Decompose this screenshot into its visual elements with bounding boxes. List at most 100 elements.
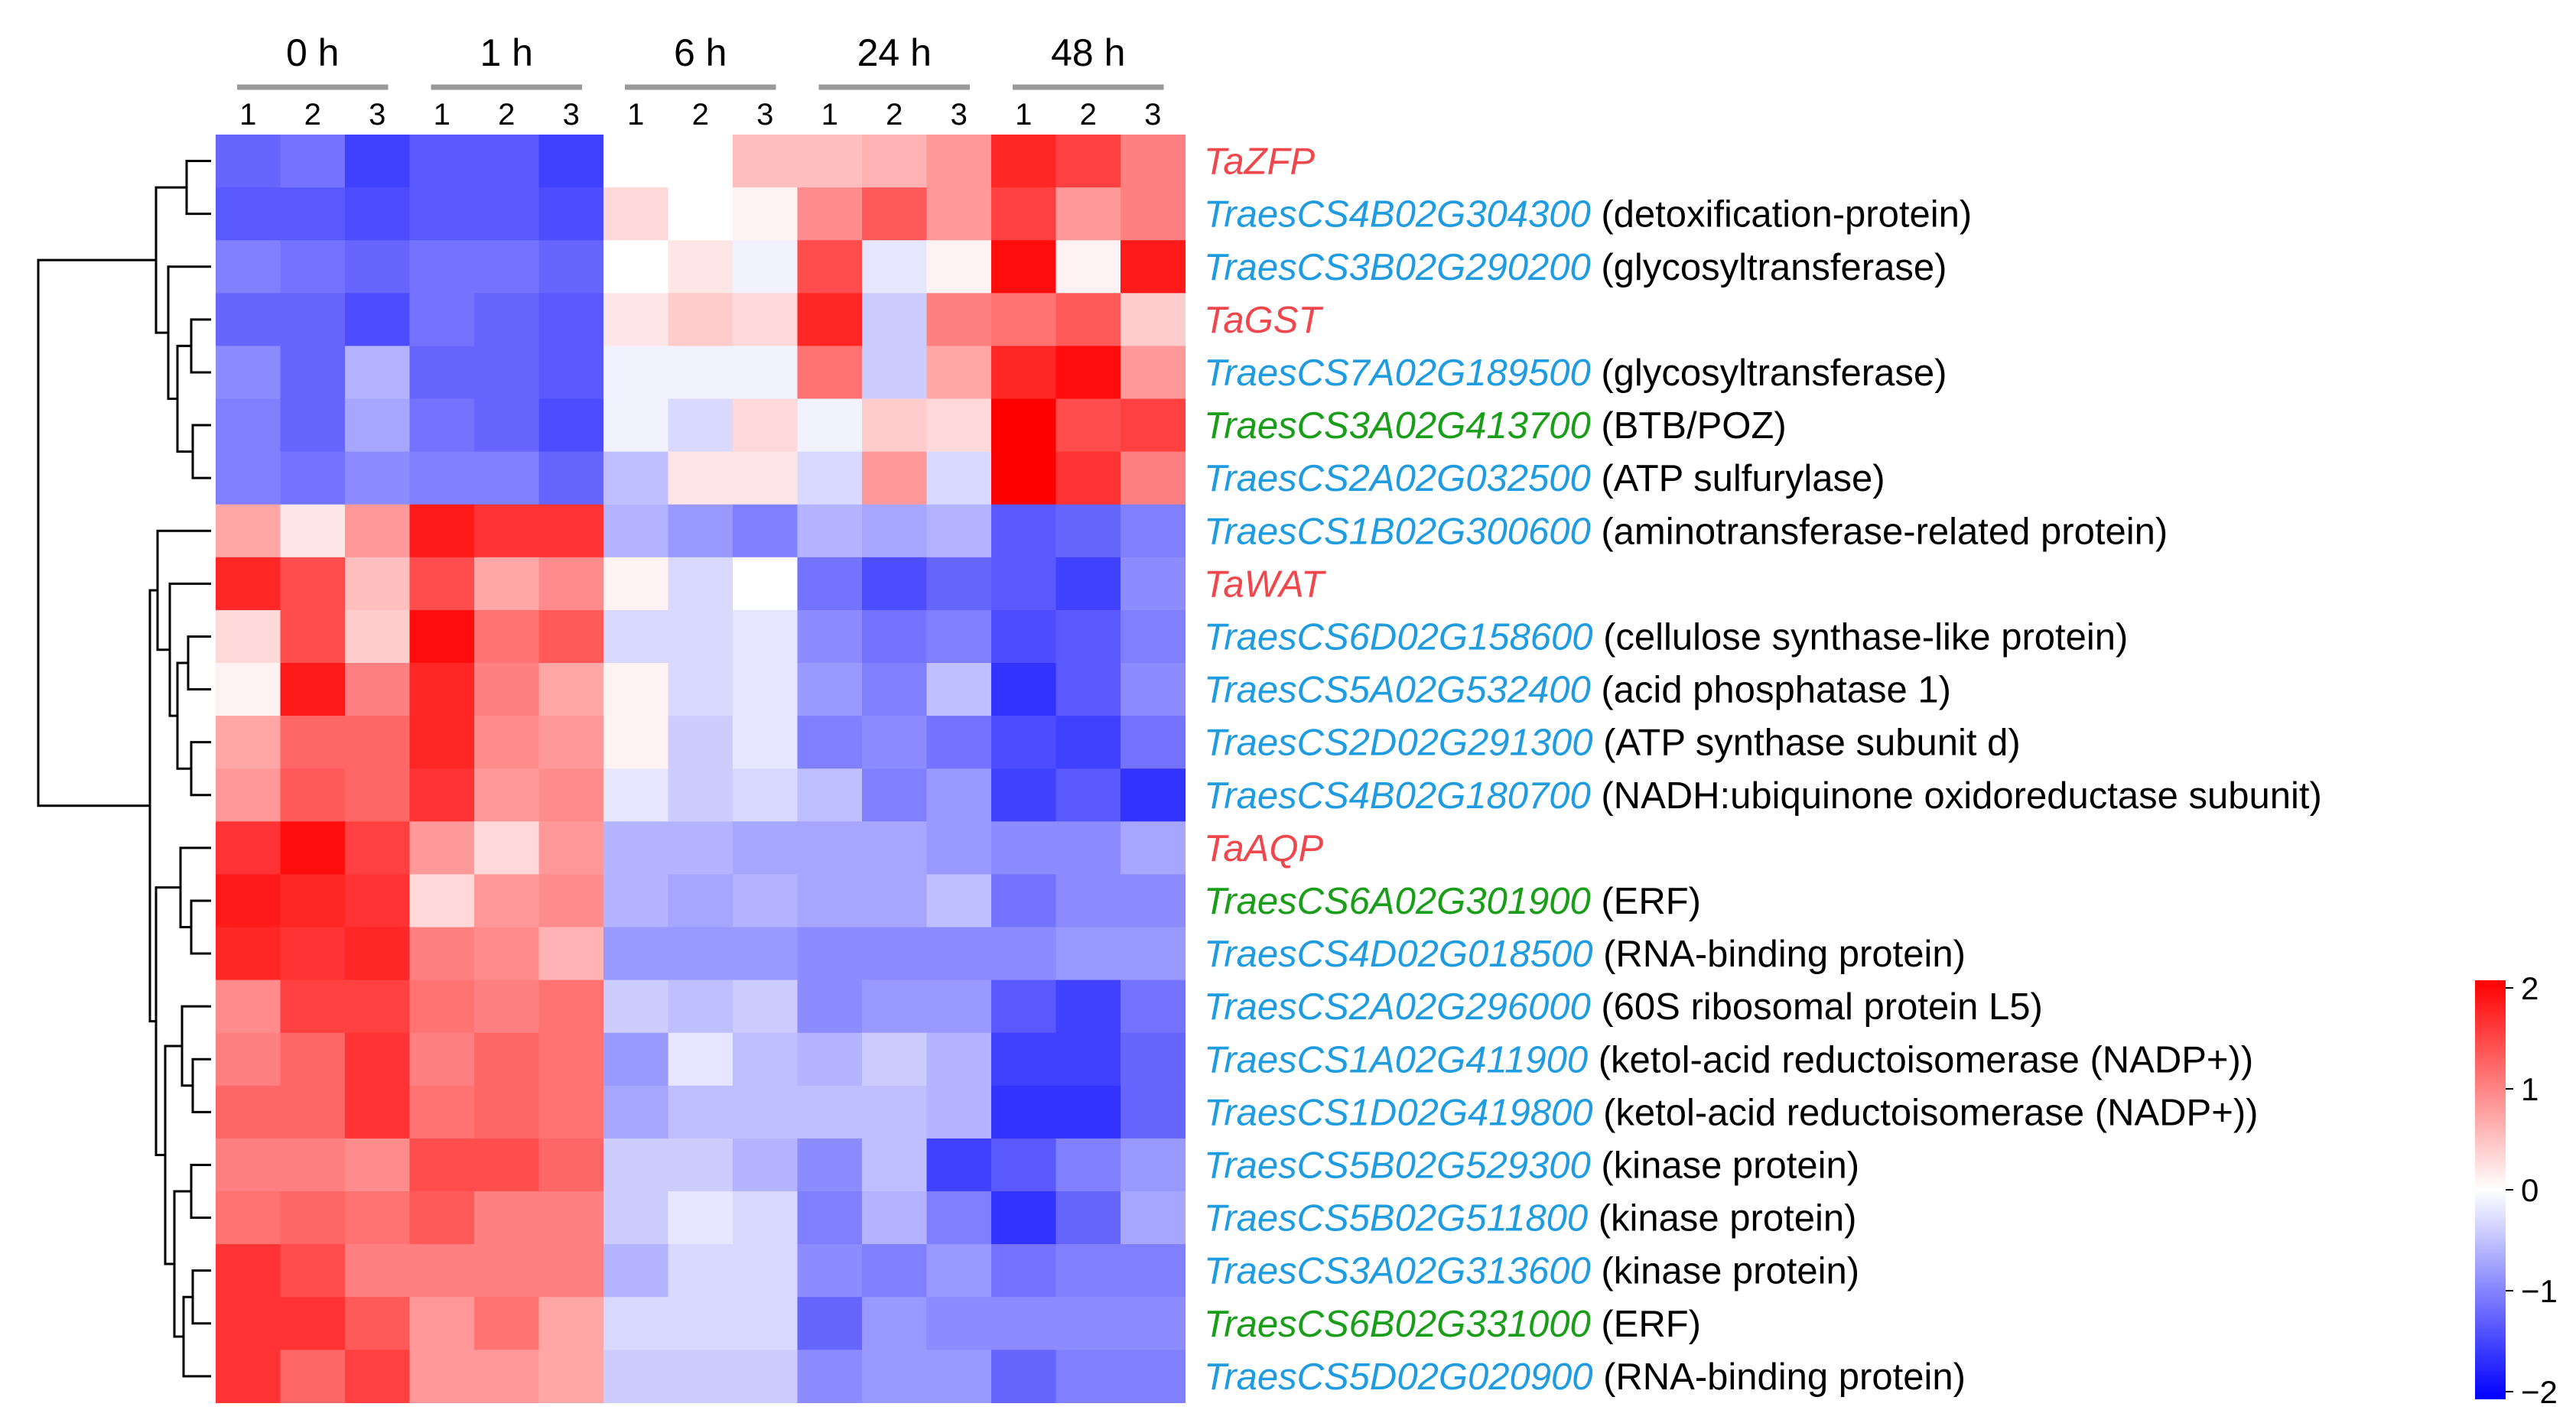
heatmap-cell bbox=[409, 874, 475, 928]
heatmap-cell bbox=[603, 1085, 669, 1139]
heatmap-cell bbox=[474, 716, 540, 769]
heatmap-cell bbox=[345, 980, 411, 1034]
heatmap-cell bbox=[603, 716, 669, 769]
heatmap-cell bbox=[668, 1085, 733, 1139]
heatmap-cell bbox=[345, 1297, 411, 1350]
gene-description: (RNA-binding protein) bbox=[1592, 934, 1966, 975]
gene-description: (aminotransferase-related protein) bbox=[1591, 511, 2168, 552]
dendrogram-branch bbox=[191, 1058, 211, 1113]
row-label: TaWAT bbox=[1204, 564, 1326, 605]
timepoint-label: 24 h bbox=[857, 31, 932, 74]
gene-id: TraesCS7A02G189500 bbox=[1204, 352, 1591, 394]
heatmap-cell bbox=[862, 240, 928, 294]
heatmap-cell bbox=[1120, 1032, 1186, 1087]
heatmap-cell bbox=[1055, 1191, 1121, 1245]
dendrogram-branch bbox=[187, 635, 211, 691]
color-scale-tick-label: 1 bbox=[2521, 1071, 2539, 1107]
heatmap-cell bbox=[862, 346, 928, 400]
heatmap-cell bbox=[474, 451, 540, 505]
heatmap-cell bbox=[733, 398, 798, 453]
heatmap-cell bbox=[991, 557, 1057, 611]
heatmap-cell bbox=[474, 1191, 540, 1245]
heatmap-cell bbox=[474, 1032, 540, 1087]
heatmap-cell bbox=[668, 398, 733, 453]
heatmap-cell bbox=[797, 293, 863, 346]
heatmap-cell bbox=[345, 240, 411, 294]
heatmap-cell bbox=[538, 663, 604, 716]
heatmap-cell bbox=[862, 768, 928, 822]
heatmap-cell bbox=[1120, 1191, 1186, 1245]
heatmap-cell bbox=[603, 293, 669, 346]
heatmap-cell bbox=[1055, 716, 1121, 769]
heatmap-cell bbox=[862, 187, 928, 241]
heatmap-cell bbox=[474, 980, 540, 1034]
heatmap-cell bbox=[280, 1085, 346, 1139]
heatmap-cell bbox=[345, 927, 411, 981]
replicate-label: 3 bbox=[951, 98, 968, 132]
heatmap-cell bbox=[668, 187, 733, 241]
heatmap-cell bbox=[862, 1085, 928, 1139]
heatmap-cell bbox=[862, 1297, 928, 1350]
heatmap-cell bbox=[216, 609, 281, 664]
heatmap-cell bbox=[409, 716, 475, 769]
heatmap-cell bbox=[1120, 293, 1186, 346]
heatmap-cell bbox=[1120, 398, 1186, 453]
gene-id: TraesCS4B02G304300 bbox=[1204, 194, 1591, 236]
heatmap-cell bbox=[862, 927, 928, 981]
heatmap-cell bbox=[991, 1297, 1057, 1350]
heatmap-cell bbox=[926, 768, 992, 822]
heatmap-cell bbox=[1055, 557, 1121, 611]
color-scale-tick-label: −2 bbox=[2521, 1374, 2558, 1410]
timepoint-label: 1 h bbox=[480, 31, 533, 74]
heatmap-cell bbox=[474, 927, 540, 981]
heatmap-cell bbox=[538, 716, 604, 769]
replicate-label: 1 bbox=[434, 98, 450, 132]
heatmap-cell bbox=[474, 1297, 540, 1350]
heatmap-cell bbox=[280, 187, 346, 241]
heatmap-cell bbox=[926, 1085, 992, 1139]
row-label: TraesCS5B02G511800 (kinase protein) bbox=[1204, 1198, 1856, 1239]
heatmap-cell bbox=[216, 716, 281, 769]
gene-id: TraesCS2A02G032500 bbox=[1204, 458, 1591, 499]
heatmap-cell bbox=[538, 768, 604, 822]
row-label: TraesCS2A02G032500 (ATP sulfurylase) bbox=[1204, 458, 1885, 499]
dendrogram-branch bbox=[191, 1269, 211, 1325]
heatmap-cell bbox=[409, 927, 475, 981]
heatmap-cell bbox=[797, 451, 863, 505]
heatmap-cell bbox=[538, 980, 604, 1034]
heatmap-cell bbox=[345, 716, 411, 769]
replicate-label: 1 bbox=[1015, 98, 1032, 132]
heatmap-cell bbox=[409, 1191, 475, 1245]
heatmap-cell bbox=[1120, 346, 1186, 400]
heatmap-cell bbox=[797, 504, 863, 558]
heatmap-cell bbox=[1120, 821, 1186, 875]
heatmap-cell bbox=[409, 1138, 475, 1192]
dendrogram-branch bbox=[190, 1163, 211, 1220]
row-label: TraesCS5B02G529300 (kinase protein) bbox=[1204, 1145, 1859, 1186]
heatmap-cell bbox=[409, 293, 475, 346]
color-scale-bar bbox=[2475, 980, 2506, 1399]
heatmap-cell bbox=[733, 821, 798, 875]
heatmap-cell bbox=[797, 187, 863, 241]
heatmap-cell bbox=[280, 1032, 346, 1087]
heatmap-cell bbox=[1120, 716, 1186, 769]
heatmap-cell bbox=[1120, 1297, 1186, 1350]
replicate-label: 3 bbox=[756, 98, 773, 132]
heatmap-cell bbox=[474, 609, 540, 664]
heatmap-cell bbox=[797, 1138, 863, 1192]
heatmap-cell bbox=[668, 1191, 733, 1245]
gene-description: (BTB/POZ) bbox=[1591, 405, 1787, 447]
gene-id: TraesCS5B02G511800 bbox=[1204, 1198, 1588, 1239]
heatmap-cell bbox=[668, 557, 733, 611]
heatmap-cell bbox=[1055, 1297, 1121, 1350]
gene-description: (glycosyltransferase) bbox=[1591, 247, 1947, 288]
gene-id: TraesCS4B02G180700 bbox=[1204, 775, 1591, 817]
dendrogram-branch bbox=[154, 186, 187, 334]
heatmap-cell bbox=[926, 1191, 992, 1245]
heatmap-cell bbox=[862, 663, 928, 716]
heatmap-cell bbox=[1055, 187, 1121, 241]
heatmap-cell bbox=[926, 609, 992, 664]
heatmap-cell bbox=[280, 346, 346, 400]
heatmap-cell bbox=[668, 346, 733, 400]
gene-description: (NADH:ubiquinone oxidoreductase subunit) bbox=[1591, 775, 2322, 817]
